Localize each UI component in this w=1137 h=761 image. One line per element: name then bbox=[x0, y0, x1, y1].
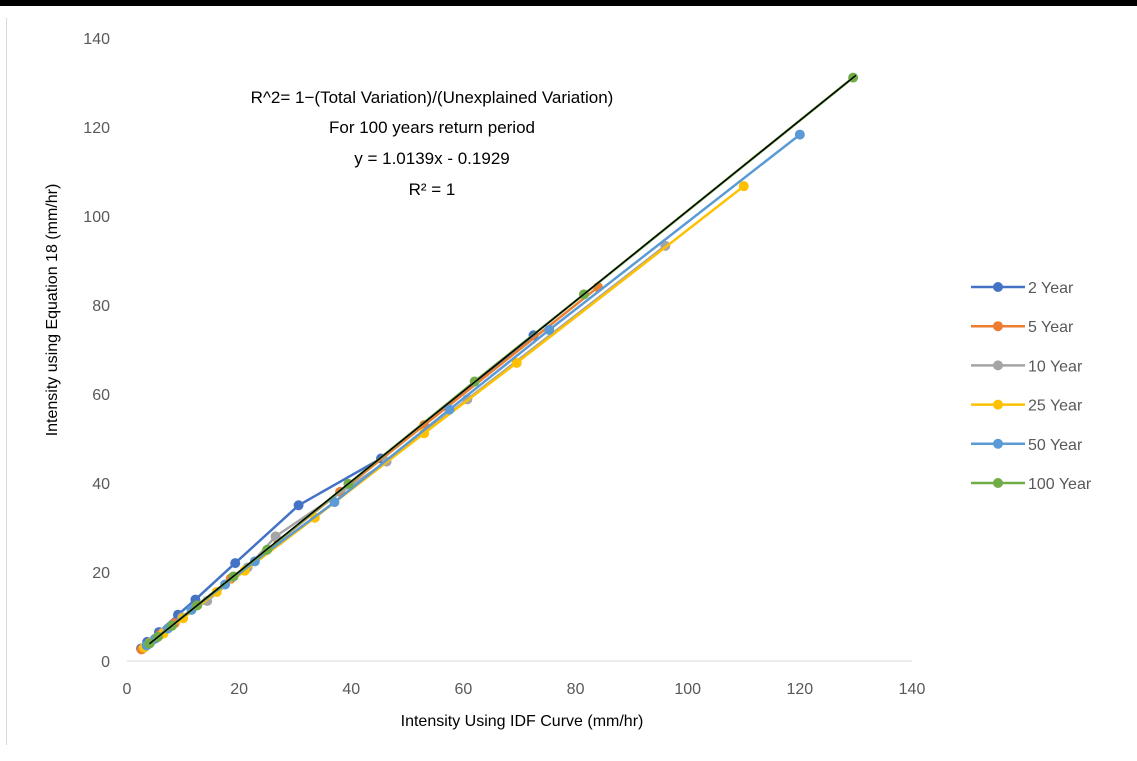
x-tick-label: 100 bbox=[674, 681, 701, 698]
annotation-line-2: For 100 years return period bbox=[329, 118, 535, 137]
data-point bbox=[270, 531, 281, 542]
y-axis-title: Intensity using Equation 18 (mm/hr) bbox=[44, 184, 61, 437]
y-tick-label: 120 bbox=[83, 120, 110, 137]
y-tick-label: 100 bbox=[83, 209, 110, 226]
x-tick-label: 20 bbox=[230, 681, 248, 698]
data-point bbox=[511, 357, 522, 368]
x-tick-label: 40 bbox=[342, 681, 360, 698]
x-tick-label: 80 bbox=[567, 681, 585, 698]
data-point bbox=[329, 497, 340, 508]
legend-marker bbox=[993, 321, 1003, 332]
legend-item: 2 Year bbox=[971, 280, 1074, 297]
x-axis-ticks: 0 20 40 60 80 100 120 140 bbox=[123, 681, 926, 698]
y-tick-label: 0 bbox=[101, 654, 110, 671]
legend-item: 25 Year bbox=[971, 398, 1083, 415]
legend-label: 5 Year bbox=[1028, 319, 1074, 336]
data-point bbox=[544, 324, 555, 335]
y-tick-label: 20 bbox=[92, 565, 110, 582]
y-tick-label: 140 bbox=[83, 31, 110, 48]
x-tick-label: 0 bbox=[123, 681, 132, 698]
data-point bbox=[738, 181, 749, 192]
y-axis-ticks: 0 20 40 60 80 100 120 140 bbox=[83, 31, 110, 671]
legend-label: 2 Year bbox=[1028, 280, 1074, 297]
left-border bbox=[6, 18, 7, 745]
trendline-100-year bbox=[148, 74, 857, 645]
legend-marker bbox=[993, 282, 1003, 292]
legend: 2 Year 5 Year 10 Year 25 Year 50 Year 100 Yea… bbox=[971, 280, 1092, 493]
data-point bbox=[794, 129, 805, 140]
legend-item: 5 Year bbox=[971, 319, 1074, 336]
data-point bbox=[444, 404, 455, 415]
annotation-line-1: R^2= 1−(Total Variation)/(Unexplained Va… bbox=[251, 88, 614, 107]
x-axis-title: Intensity Using IDF Curve (mm/hr) bbox=[401, 713, 644, 730]
legend-item: 100 Year bbox=[971, 476, 1092, 493]
legend-marker bbox=[993, 399, 1003, 410]
y-tick-label: 40 bbox=[92, 476, 110, 493]
legend-marker bbox=[993, 478, 1003, 488]
legend-label: 100 Year bbox=[1028, 476, 1092, 493]
y-tick-label: 60 bbox=[92, 387, 110, 404]
series-50-year bbox=[141, 129, 805, 651]
legend-item: 10 Year bbox=[971, 358, 1083, 375]
legend-item: 50 Year bbox=[971, 437, 1083, 454]
legend-marker bbox=[993, 438, 1003, 449]
legend-label: 10 Year bbox=[1028, 358, 1083, 375]
x-tick-label: 140 bbox=[899, 681, 926, 698]
legend-label: 25 Year bbox=[1028, 398, 1083, 415]
annotation-line-3: y = 1.0139x - 0.1929 bbox=[354, 149, 509, 168]
y-tick-label: 80 bbox=[92, 298, 110, 315]
annotation-line-4: R² = 1 bbox=[409, 180, 456, 199]
x-tick-label: 120 bbox=[787, 681, 814, 698]
top-border bbox=[0, 0, 1137, 6]
legend-label: 50 Year bbox=[1028, 437, 1083, 454]
data-point bbox=[293, 500, 304, 511]
x-tick-label: 60 bbox=[455, 681, 473, 698]
data-point bbox=[230, 558, 241, 569]
legend-marker bbox=[993, 360, 1003, 371]
